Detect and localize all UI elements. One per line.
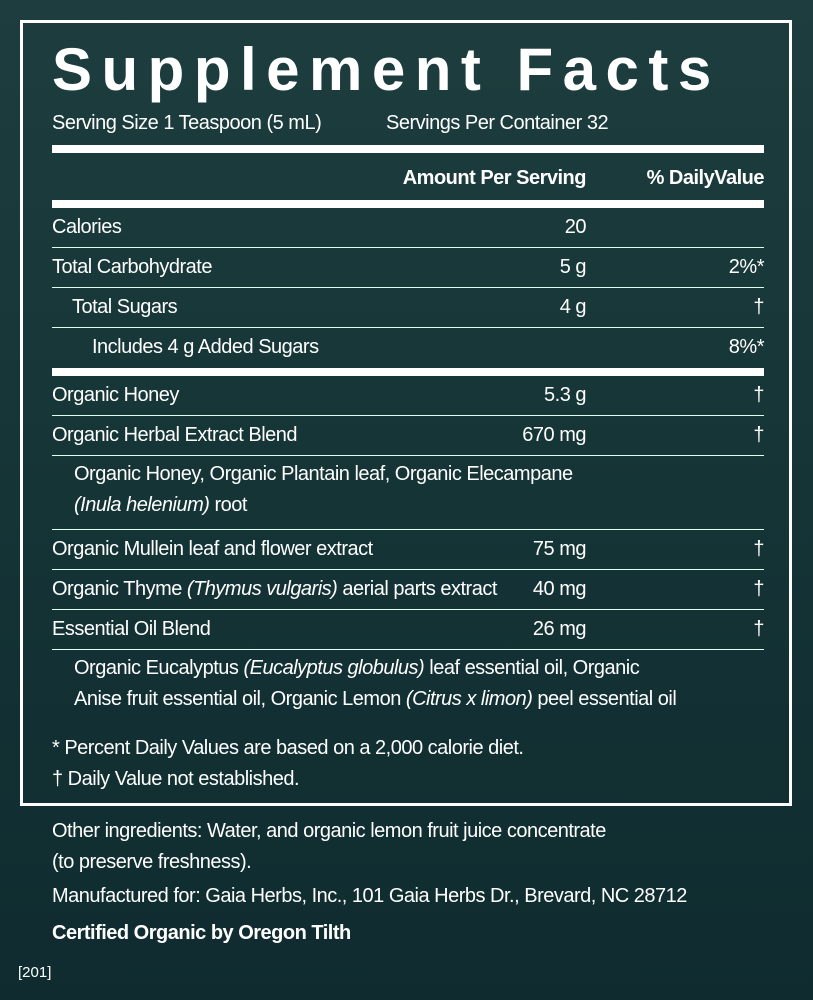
amount: 670 mg bbox=[522, 424, 586, 446]
footnote: † Daily Value not established. bbox=[52, 768, 300, 790]
text: Calories bbox=[52, 216, 122, 238]
nutrient-row: Total Sugars 4 g † bbox=[52, 288, 764, 328]
description-line: (Inula helenium) root bbox=[74, 490, 764, 521]
italic-text: (Inula helenium) bbox=[74, 494, 210, 516]
sections: Calories 20 Total Carbohydrate 5 g 2%* Total … bbox=[52, 208, 765, 723]
manufacturer: Manufactured for: Gaia Herbs, Inc., 101 … bbox=[52, 885, 687, 907]
daily-value: † bbox=[753, 618, 764, 640]
text: Total Carbohydrate bbox=[52, 256, 212, 278]
nutrient-name: Calories bbox=[52, 216, 122, 239]
italic-text: (Citrus x limon) bbox=[405, 688, 533, 710]
nutrient-row: Includes 4 g Added Sugars 8%* bbox=[52, 328, 765, 368]
daily-value: † bbox=[753, 424, 764, 446]
nutrient-row: Calories 20 bbox=[52, 208, 764, 248]
nutrient-name: Total Carbohydrate bbox=[52, 256, 212, 279]
daily-value: † bbox=[753, 384, 764, 406]
servings-per-container: Servings Per Container 32 bbox=[386, 112, 609, 134]
daily-value: † bbox=[753, 578, 764, 600]
daily-value-header: % DailyValue bbox=[646, 167, 765, 189]
amount: 40 mg bbox=[532, 578, 587, 600]
text: Organic Thyme bbox=[52, 578, 187, 600]
daily-value: 8%* bbox=[728, 336, 765, 358]
ingredient-description: Organic Honey, Organic Plantain leaf, Or… bbox=[52, 456, 764, 530]
italic-text: (Eucalyptus globulus) bbox=[243, 657, 425, 679]
facts-box bbox=[20, 20, 792, 806]
text: Includes 4 g Added Sugars bbox=[92, 336, 319, 358]
facts-table: Amount Per Serving % DailyValue Calories… bbox=[52, 145, 765, 723]
daily-value: † bbox=[753, 296, 764, 318]
certification: Certified Organic by Oregon Tilth bbox=[52, 922, 351, 944]
nutrient-row: Organic Honey 5.3 g † bbox=[52, 376, 764, 416]
nutrient-row: Essential Oil Blend 26 mg † bbox=[52, 610, 764, 650]
nutrient-name: Essential Oil Blend bbox=[52, 618, 211, 641]
thick-rule bbox=[52, 200, 764, 208]
nutrient-row: Organic Herbal Extract Blend 670 mg † bbox=[52, 416, 764, 456]
title: Supplement Facts bbox=[52, 36, 721, 103]
nutrient-row: Organic Thyme (Thymus vulgaris) aerial p… bbox=[52, 570, 764, 610]
amount-header: Amount Per Serving bbox=[402, 167, 587, 189]
description-line: Organic Eucalyptus (Eucalyptus globulus)… bbox=[74, 653, 764, 684]
nutrient-name: Organic Honey bbox=[52, 384, 179, 407]
text: leaf essential oil, Organic bbox=[424, 657, 640, 679]
amount: 75 mg bbox=[532, 538, 587, 560]
nutrient-name: Organic Mullein leaf and flower extract bbox=[52, 538, 373, 561]
amount: 5.3 g bbox=[544, 384, 586, 406]
text: Organic Mullein leaf and flower extract bbox=[52, 538, 373, 560]
other-ingredients: Other ingredients: Water, and organic le… bbox=[52, 816, 606, 878]
thick-rule bbox=[52, 145, 764, 153]
amount: 4 g bbox=[559, 296, 587, 318]
daily-value: 2%* bbox=[728, 256, 765, 278]
column-header: Amount Per Serving % DailyValue bbox=[52, 153, 765, 200]
text: peel essential oil bbox=[532, 688, 677, 710]
italic-text: (Thymus vulgaris) bbox=[186, 578, 338, 600]
nutrient-row: Organic Mullein leaf and flower extract 7… bbox=[52, 530, 764, 570]
label-code: [201] bbox=[18, 964, 52, 981]
other-ingredients-line: Other ingredients: Water, and organic le… bbox=[52, 820, 606, 842]
nutrient-name: Organic Thyme (Thymus vulgaris) aerial p… bbox=[52, 578, 497, 601]
description-line: Organic Honey, Organic Plantain leaf, Or… bbox=[74, 459, 764, 490]
ingredient-description: Organic Eucalyptus (Eucalyptus globulus)… bbox=[52, 650, 764, 723]
description-line: Anise fruit essential oil, Organic Lemon… bbox=[74, 684, 764, 715]
amount: 20 bbox=[564, 216, 587, 238]
footnotes: * Percent Daily Values are based on a 2,… bbox=[52, 733, 524, 795]
serving-size: Serving Size 1 Teaspoon (5 mL) bbox=[52, 112, 322, 134]
text: Organic Honey bbox=[52, 384, 179, 406]
text: Organic Honey, Organic Plantain leaf, Or… bbox=[74, 463, 573, 485]
daily-value: † bbox=[753, 538, 764, 560]
nutrient-name: Includes 4 g Added Sugars bbox=[92, 336, 319, 359]
text: Essential Oil Blend bbox=[52, 618, 211, 640]
nutrient-name: Total Sugars bbox=[72, 296, 178, 319]
thick-rule bbox=[52, 368, 764, 376]
text: aerial parts extract bbox=[337, 578, 497, 600]
text: root bbox=[209, 494, 247, 516]
text: Anise fruit essential oil, Organic Lemon bbox=[74, 688, 406, 710]
text: Total Sugars bbox=[72, 296, 178, 318]
amount: 26 mg bbox=[532, 618, 587, 640]
nutrient-name: Organic Herbal Extract Blend bbox=[52, 424, 298, 447]
nutrient-row: Total Carbohydrate 5 g 2%* bbox=[52, 248, 765, 288]
text: Organic Eucalyptus bbox=[74, 657, 244, 679]
other-ingredients-line: (to preserve freshness). bbox=[52, 851, 252, 873]
amount: 5 g bbox=[559, 256, 587, 278]
footnote: * Percent Daily Values are based on a 2,… bbox=[52, 737, 524, 759]
text: Organic Herbal Extract Blend bbox=[52, 424, 298, 446]
